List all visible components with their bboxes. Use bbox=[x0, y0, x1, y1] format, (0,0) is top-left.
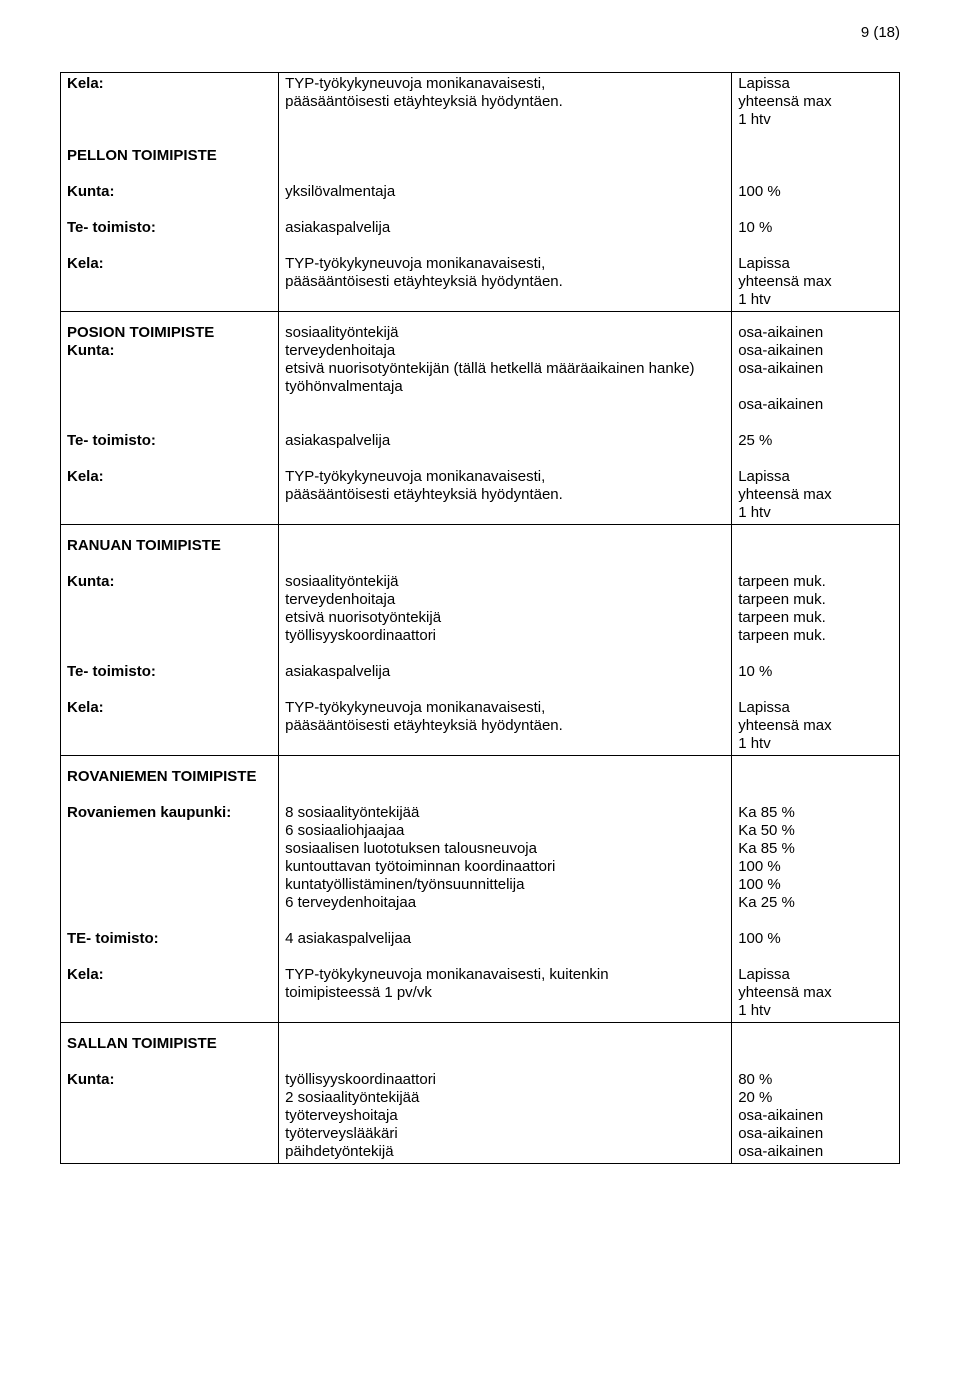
label-kunta: Kunta: bbox=[67, 342, 272, 360]
document-table: Kela: TYP-työkykyneuvoja monikanavaisest… bbox=[60, 72, 900, 1164]
sallan-kunta-4: päihdetyöntekijä bbox=[285, 1143, 725, 1161]
typ-text-2: pääsääntöisesti etäyhteyksiä hyödyntäen. bbox=[285, 717, 725, 735]
rov-kunta-5: 6 terveydenhoitajaa bbox=[285, 894, 725, 912]
sallan-val-0: 80 % bbox=[738, 1071, 893, 1089]
lapissa: Lapissa bbox=[738, 255, 893, 273]
rov-val-3: 100 % bbox=[738, 858, 893, 876]
rov-val-5: Ka 25 % bbox=[738, 894, 893, 912]
posion-val-2: osa-aikainen bbox=[738, 360, 893, 378]
typ-text-2: pääsääntöisesti etäyhteyksiä hyödyntäen. bbox=[285, 486, 725, 504]
posion-te-pct: 25 % bbox=[738, 432, 772, 449]
rov-val-4: 100 % bbox=[738, 876, 893, 894]
sallan-kunta-1: 2 sosiaalityöntekijää bbox=[285, 1089, 725, 1107]
label-kela: Kela: bbox=[67, 75, 104, 92]
typ-text-2: pääsääntöisesti etäyhteyksiä hyödyntäen. bbox=[285, 273, 725, 291]
label-te-toimisto: Te- toimisto: bbox=[67, 663, 156, 680]
posion-val-3 bbox=[738, 378, 893, 396]
rov-val-2: Ka 85 % bbox=[738, 840, 893, 858]
ranuan-te-item: asiakaspalvelija bbox=[285, 663, 390, 680]
sallan-kunta-3: työterveyslääkäri bbox=[285, 1125, 725, 1143]
yhteensa-max: yhteensä max bbox=[738, 717, 893, 735]
label-TE-toimisto: TE- toimisto: bbox=[67, 930, 159, 947]
rov-te-item: 4 asiakaspalvelijaa bbox=[285, 930, 411, 947]
rov-kunta-0: 8 sosiaalityöntekijää bbox=[285, 804, 725, 822]
sallan-val-1: 20 % bbox=[738, 1089, 893, 1107]
section-title-rovaniemen: ROVANIEMEN TOIMIPISTE bbox=[67, 768, 256, 785]
sallan-val-3: osa-aikainen bbox=[738, 1125, 893, 1143]
posion-kunta-1: terveydenhoitaja bbox=[285, 342, 725, 360]
lapissa: Lapissa bbox=[738, 75, 893, 93]
section-title-sallan: SALLAN TOIMIPISTE bbox=[67, 1035, 217, 1052]
pellon-te-pct: 10 % bbox=[738, 219, 772, 236]
ranuan-kunta-1: terveydenhoitaja bbox=[285, 591, 725, 609]
typ-text-1: TYP-työkykyneuvoja monikanavaisesti, bbox=[285, 75, 725, 93]
posion-val-0: osa-aikainen bbox=[738, 324, 893, 342]
page: 9 (18) Kela: TYP-työkykyneuvoja monikana… bbox=[0, 0, 960, 1382]
posion-kunta-3: työhönvalmentaja bbox=[285, 378, 725, 396]
label-kunta: Kunta: bbox=[67, 183, 115, 200]
section-title-ranuan: RANUAN TOIMIPISTE bbox=[67, 537, 221, 554]
ranuan-val-0: tarpeen muk. bbox=[738, 573, 893, 591]
rov-val-1: Ka 50 % bbox=[738, 822, 893, 840]
sallan-kunta-0: työllisyyskoordinaattori bbox=[285, 1071, 725, 1089]
rov-kela-2: toimipisteessä 1 pv/vk bbox=[285, 984, 725, 1002]
sallan-val-4: osa-aikainen bbox=[738, 1143, 893, 1161]
yhteensa-max: yhteensä max bbox=[738, 486, 893, 504]
ranuan-kunta-3: työllisyyskoordinaattori bbox=[285, 627, 725, 645]
ranuan-te-pct: 10 % bbox=[738, 663, 772, 680]
ranuan-val-1: tarpeen muk. bbox=[738, 591, 893, 609]
lapissa: Lapissa bbox=[738, 468, 893, 486]
yhteensa-max: yhteensä max bbox=[738, 273, 893, 291]
label-te-toimisto: Te- toimisto: bbox=[67, 219, 156, 236]
label-kela: Kela: bbox=[67, 699, 104, 716]
htv: 1 htv bbox=[738, 504, 893, 522]
label-kela: Kela: bbox=[67, 468, 104, 485]
yhteensa-max: yhteensä max bbox=[738, 93, 893, 111]
posion-kunta-2: etsivä nuorisotyöntekijän (tällä hetkell… bbox=[285, 360, 725, 378]
sallan-kunta-2: työterveyshoitaja bbox=[285, 1107, 725, 1125]
ranuan-kunta-2: etsivä nuorisotyöntekijä bbox=[285, 609, 725, 627]
label-kela: Kela: bbox=[67, 966, 104, 983]
htv: 1 htv bbox=[738, 111, 893, 129]
posion-kunta-0: sosiaalityöntekijä bbox=[285, 324, 725, 342]
yhteensa-max: yhteensä max bbox=[738, 984, 893, 1002]
lapissa: Lapissa bbox=[738, 966, 893, 984]
typ-text-1: TYP-työkykyneuvoja monikanavaisesti, bbox=[285, 255, 725, 273]
posion-val-4: osa-aikainen bbox=[738, 396, 893, 414]
ranuan-kunta-0: sosiaalityöntekijä bbox=[285, 573, 725, 591]
label-kunta: Kunta: bbox=[67, 1071, 115, 1088]
htv: 1 htv bbox=[738, 735, 893, 753]
section-title-posion: POSION TOIMIPISTE bbox=[67, 324, 272, 342]
section-title-pellon: PELLON TOIMIPISTE bbox=[67, 147, 217, 164]
page-number: 9 (18) bbox=[861, 24, 900, 41]
label-kela: Kela: bbox=[67, 255, 104, 272]
rov-kunta-4: kuntatyöllistäminen/työnsuunnittelija bbox=[285, 876, 725, 894]
pellon-kunta-item: yksilövalmentaja bbox=[285, 183, 395, 200]
rov-kela-1: TYP-työkykyneuvoja monikanavaisesti, kui… bbox=[285, 966, 725, 984]
pellon-kunta-pct: 100 % bbox=[738, 183, 781, 200]
sallan-val-2: osa-aikainen bbox=[738, 1107, 893, 1125]
label-rovaniemi-kaupunki: Rovaniemen kaupunki: bbox=[67, 804, 231, 821]
label-te-toimisto: Te- toimisto: bbox=[67, 432, 156, 449]
posion-te-item: asiakaspalvelija bbox=[285, 432, 390, 449]
posion-val-1: osa-aikainen bbox=[738, 342, 893, 360]
typ-text-1: TYP-työkykyneuvoja monikanavaisesti, bbox=[285, 699, 725, 717]
rov-kunta-2: sosiaalisen luototuksen talousneuvoja bbox=[285, 840, 725, 858]
label-kunta: Kunta: bbox=[67, 573, 115, 590]
htv: 1 htv bbox=[738, 1002, 893, 1020]
typ-text-1: TYP-työkykyneuvoja monikanavaisesti, bbox=[285, 468, 725, 486]
pellon-te-item: asiakaspalvelija bbox=[285, 219, 390, 236]
ranuan-val-2: tarpeen muk. bbox=[738, 609, 893, 627]
rov-kunta-1: 6 sosiaaliohjaajaa bbox=[285, 822, 725, 840]
rov-val-0: Ka 85 % bbox=[738, 804, 893, 822]
rov-kunta-3: kuntouttavan työtoiminnan koordinaattori bbox=[285, 858, 725, 876]
ranuan-val-3: tarpeen muk. bbox=[738, 627, 893, 645]
htv: 1 htv bbox=[738, 291, 893, 309]
rov-te-pct: 100 % bbox=[738, 930, 781, 947]
typ-text-2: pääsääntöisesti etäyhteyksiä hyödyntäen. bbox=[285, 93, 725, 111]
lapissa: Lapissa bbox=[738, 699, 893, 717]
